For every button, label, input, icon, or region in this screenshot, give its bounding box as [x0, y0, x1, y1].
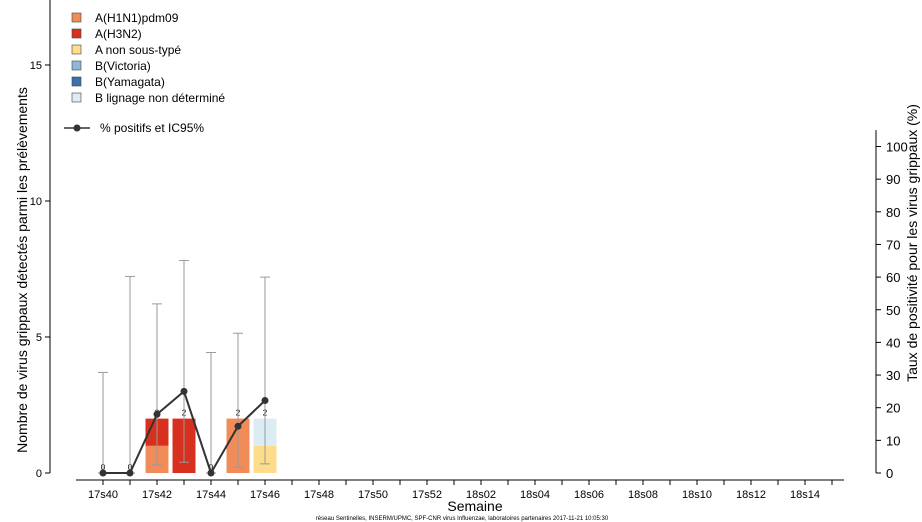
y-left-tick-label: 0	[36, 468, 42, 480]
y-right-tick-label: 100	[886, 140, 908, 155]
y-left-tick-label: 5	[36, 332, 42, 344]
legend-swatch	[71, 60, 82, 71]
y-right-tick-label: 30	[886, 368, 900, 383]
x-tick-label: 17s42	[142, 489, 172, 501]
y-right-tick-label: 40	[886, 335, 900, 350]
x-tick-label: 18s08	[628, 489, 658, 501]
y-right-tick-label: 10	[886, 433, 900, 448]
y-axis-right-title: Taux de positivité pour les virus grippa…	[904, 104, 920, 382]
positivity-point	[207, 469, 215, 477]
x-tick-label: 18s06	[574, 489, 604, 501]
y-right-tick-label: 70	[886, 237, 900, 252]
legend-label: A(H3N2)	[95, 27, 142, 41]
y-right-tick-label: 80	[886, 205, 900, 220]
legend-label: A non sous-typé	[95, 43, 181, 57]
legend-label-positivity: % positifs et IC95%	[100, 121, 204, 135]
footer-credit: réseau Sentinelles, INSERM/UPMC, SPF-CNR…	[316, 516, 609, 522]
y-right-tick-label: 0	[886, 466, 893, 481]
legend-swatch	[71, 44, 82, 55]
y-right-tick-label: 20	[886, 401, 900, 416]
x-tick-label: 18s02	[466, 489, 496, 501]
positivity-point	[180, 387, 188, 395]
x-tick-label: 17s40	[88, 489, 118, 501]
y-left-tick-label: 10	[30, 196, 42, 208]
x-tick-label: 17s50	[358, 489, 388, 501]
y-right-tick-label: 90	[886, 172, 900, 187]
x-tick-label: 18s10	[682, 489, 712, 501]
legend-swatch	[71, 28, 82, 39]
x-tick-label: 17s48	[304, 489, 334, 501]
legend-point-sample	[73, 124, 81, 132]
legend-swatch	[71, 92, 82, 103]
positivity-point	[261, 397, 269, 405]
legend-label: B(Victoria)	[95, 59, 151, 73]
positivity-point	[126, 469, 134, 477]
chart-axes: 051015202530010203040506070809010017s401…	[30, 0, 908, 501]
legend-swatch	[71, 12, 82, 23]
positivity-point	[234, 422, 242, 430]
x-tick-label: 17s46	[250, 489, 280, 501]
legend-swatch	[71, 76, 82, 87]
chart-legend: A(H1N1)pdm09 A(H3N2) A non sous-typé B(Vict…	[64, 11, 225, 135]
x-tick-label: 17s44	[196, 489, 226, 501]
positivity-point	[153, 410, 161, 418]
legend-label: A(H1N1)pdm09	[95, 11, 179, 25]
chart-positivity-line	[99, 387, 269, 477]
x-tick-label: 18s12	[736, 489, 766, 501]
x-tick-label: 18s14	[790, 489, 820, 501]
y-right-tick-label: 50	[886, 303, 900, 318]
positivity-point	[99, 469, 107, 477]
x-axis-title: Semaine	[447, 498, 502, 514]
legend-label: B(Yamagata)	[95, 75, 165, 89]
legend-label: B lignage non déterminé	[95, 91, 225, 105]
chart-confidence-intervals	[98, 259, 270, 474]
y-right-tick-label: 60	[886, 270, 900, 285]
y-axis-left-title: Nombre de virus grippaux détectés parmi …	[14, 87, 30, 453]
x-tick-label: 17s52	[412, 489, 442, 501]
x-tick-label: 18s04	[520, 489, 550, 501]
y-left-tick-label: 15	[30, 60, 42, 72]
